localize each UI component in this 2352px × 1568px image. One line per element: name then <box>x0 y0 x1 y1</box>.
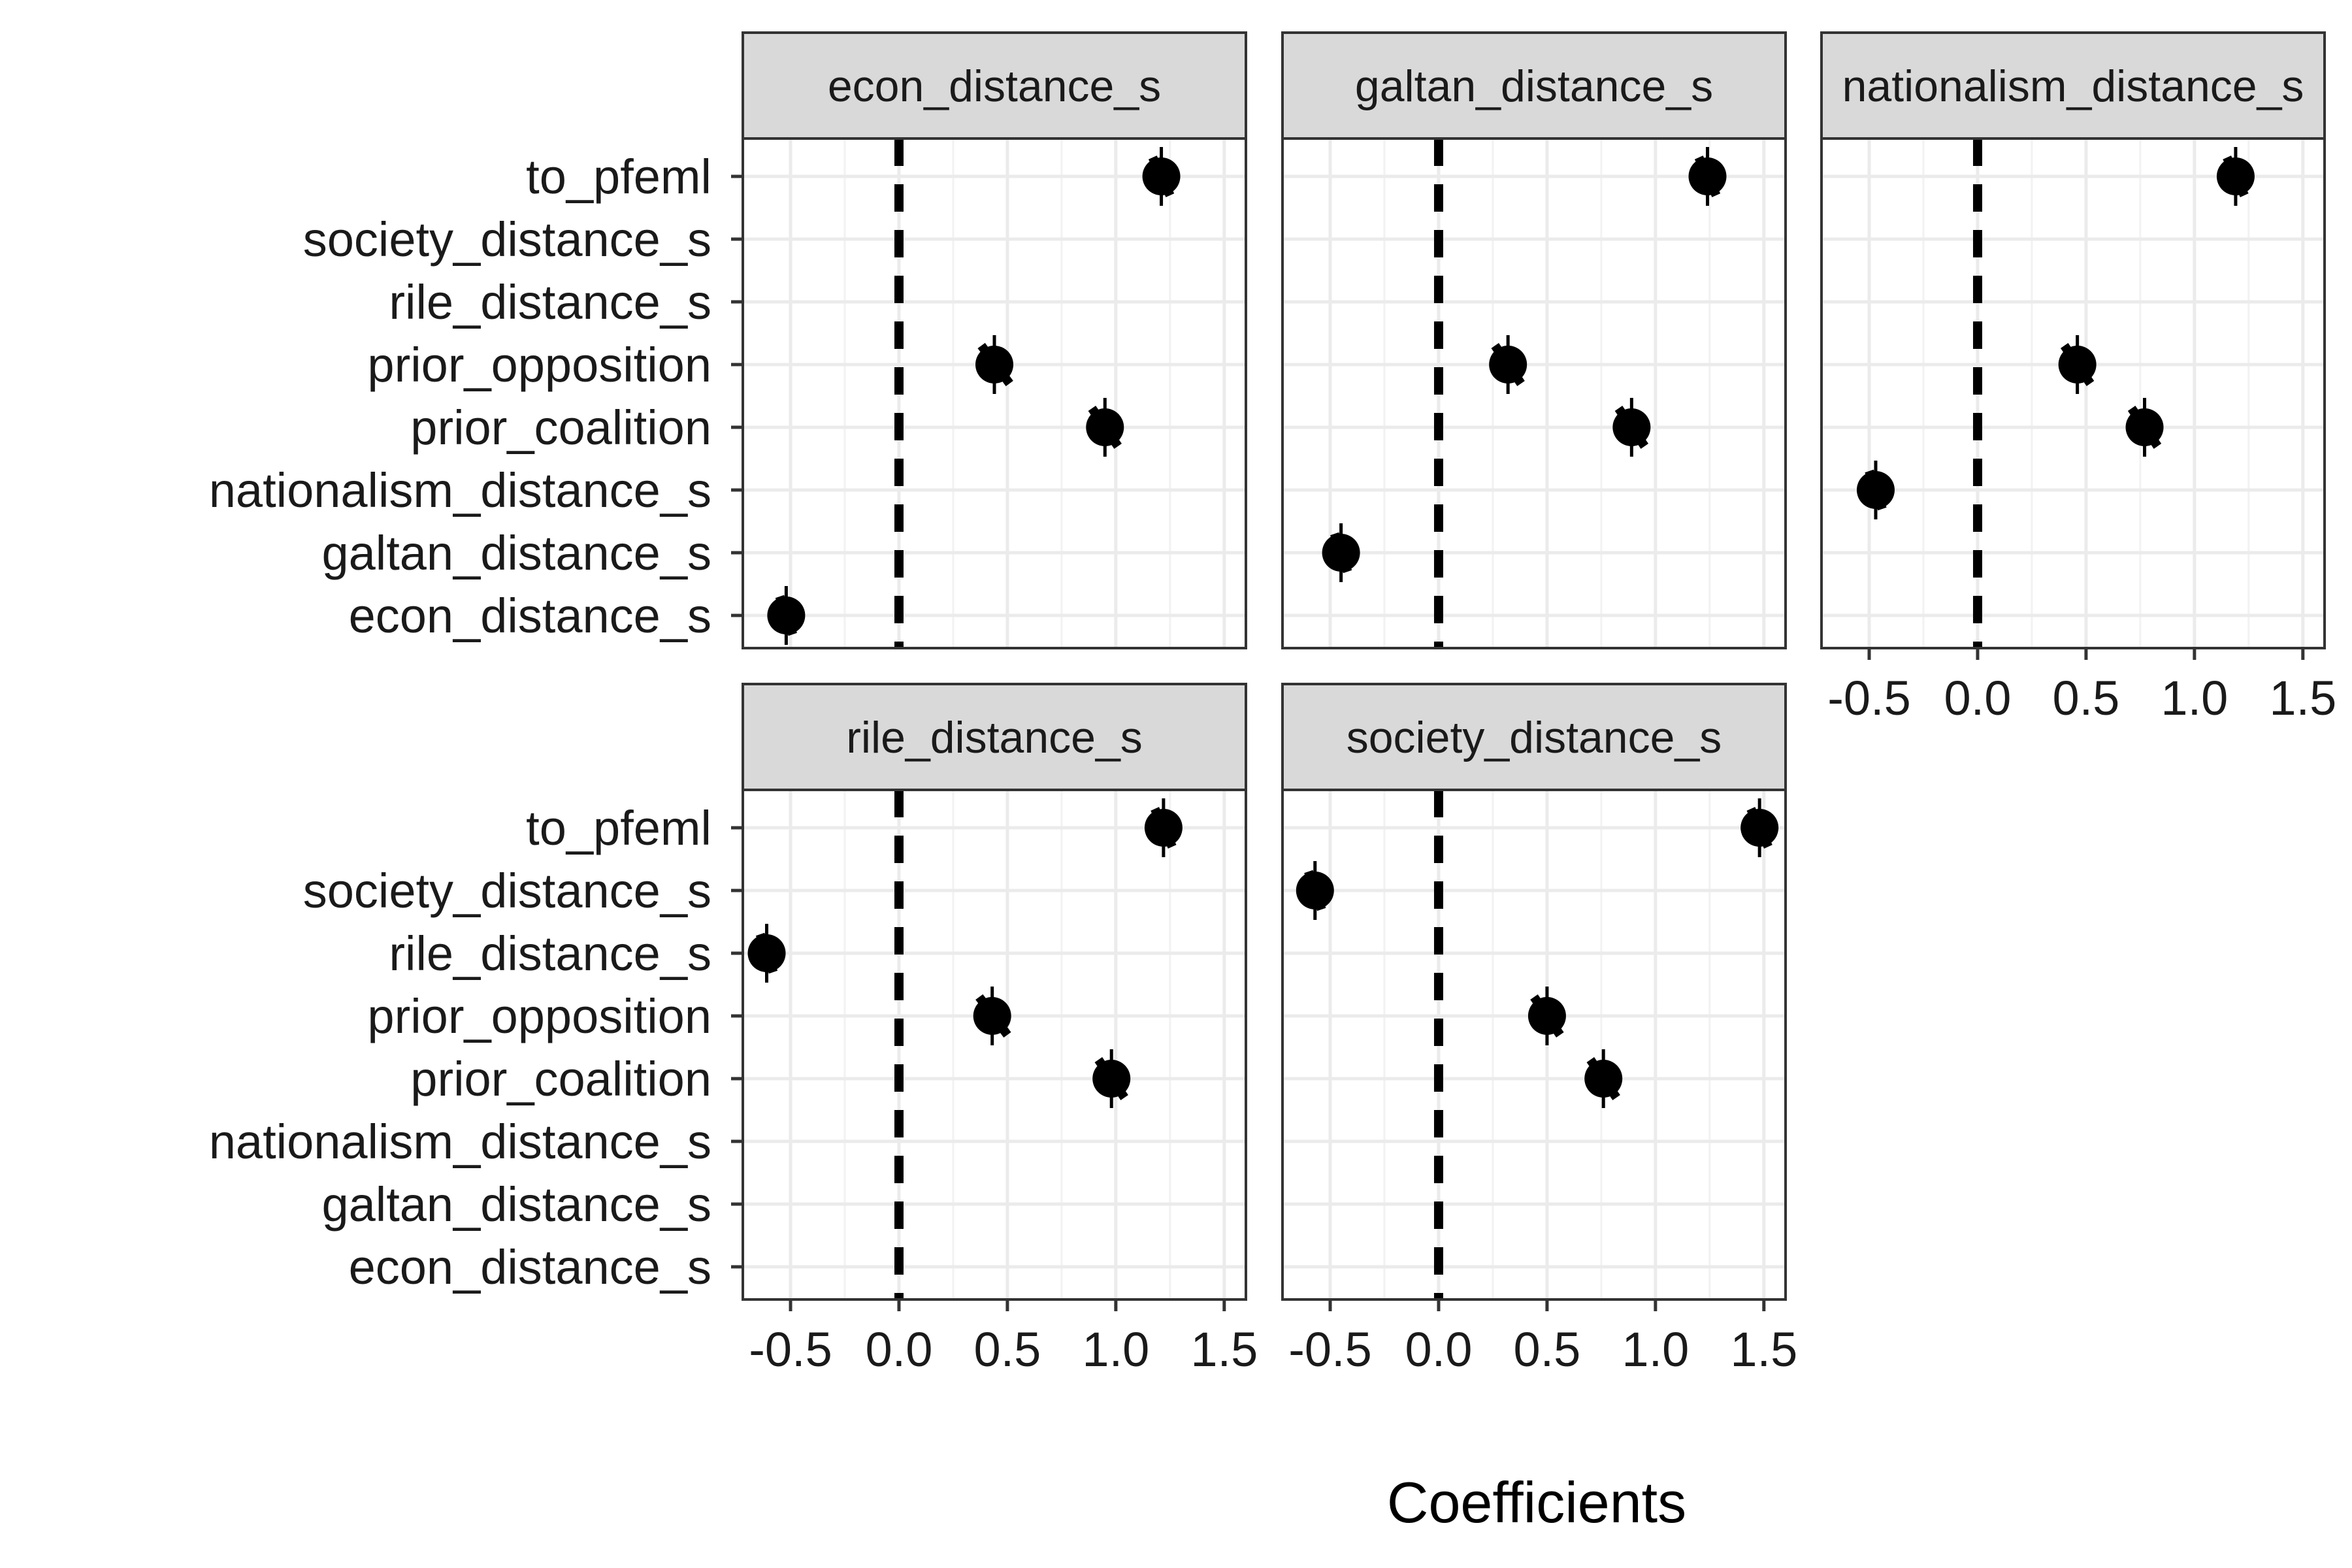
facet-strip <box>742 683 1247 791</box>
estimate-point <box>1086 408 1124 446</box>
x-tick-label: -0.5 <box>1288 1322 1372 1377</box>
x-tick-label: -0.5 <box>1827 671 1911 725</box>
panel-border <box>1820 137 2326 649</box>
y-tick-label: econ_distance_s <box>349 589 711 643</box>
x-tick-label: 1.0 <box>2161 671 2228 725</box>
facet-panel-1: galtan_distance_s <box>1281 31 1787 649</box>
x-tick-label: 0.5 <box>2052 671 2119 725</box>
estimate-point <box>1584 1060 1623 1098</box>
y-tick-label: prior_opposition <box>367 338 711 392</box>
y-tick-label: nationalism_distance_s <box>209 1115 711 1169</box>
estimate-point <box>1092 1060 1131 1098</box>
x-tick-label: 0.0 <box>1405 1322 1473 1377</box>
facet-panel-2: nationalism_distance_s -0.5 0.0 0.5 1.0 1.5 <box>1820 31 2336 725</box>
y-tick-label: econ_distance_s <box>349 1240 711 1294</box>
panel-border <box>1281 789 1787 1301</box>
x-tick-label: 0.5 <box>973 1322 1041 1377</box>
plot-background <box>1282 790 1786 1299</box>
x-tick-label: -0.5 <box>749 1322 832 1377</box>
estimate-point <box>1856 471 1895 509</box>
y-tick-label: prior_coalition <box>410 400 711 455</box>
x-tick-label: 0.5 <box>1513 1322 1580 1377</box>
facet-title: rile_distance_s <box>846 713 1143 762</box>
facet-strip <box>1281 683 1787 791</box>
estimate-point <box>975 346 1013 384</box>
y-tick-label: society_distance_s <box>303 864 711 918</box>
estimate-point <box>1688 157 1727 195</box>
estimate-point <box>973 997 1011 1035</box>
estimate-point <box>1612 408 1651 446</box>
facet-title: econ_distance_s <box>828 61 1161 111</box>
y-tick-label: to_pfeml <box>526 801 711 855</box>
x-tick-label: 1.5 <box>1190 1322 1258 1377</box>
y-tick-label: society_distance_s <box>303 212 711 267</box>
plot-background <box>1821 139 2325 648</box>
estimate-point <box>767 596 806 634</box>
panel-border <box>742 789 1247 1301</box>
estimate-point <box>1489 346 1527 384</box>
panel-border <box>742 137 1247 649</box>
estimate-point <box>747 934 786 972</box>
y-tick-label: rile_distance_s <box>389 275 711 329</box>
estimate-point <box>1740 809 1779 847</box>
estimate-point <box>2058 346 2097 384</box>
y-tick-label: nationalism_distance_s <box>209 463 711 517</box>
x-tick-label: 1.5 <box>1730 1322 1797 1377</box>
plot-background <box>743 790 1246 1299</box>
facet-strip <box>742 31 1247 140</box>
estimate-point <box>1527 997 1566 1035</box>
estimate-point <box>1322 534 1360 572</box>
y-tick-label: prior_coalition <box>410 1052 711 1106</box>
plot-background <box>1282 139 1786 648</box>
facet-panel-4: society_distance_s -0.5 0.0 0.5 1.0 1.5 <box>1281 683 1797 1377</box>
estimate-point <box>2216 157 2255 195</box>
estimate-point <box>1144 809 1183 847</box>
y-tick-label: galtan_distance_s <box>321 1177 711 1232</box>
y-tick-label: galtan_distance_s <box>321 526 711 580</box>
facet-title: nationalism_distance_s <box>1842 61 2304 111</box>
y-tick-label: rile_distance_s <box>389 926 711 981</box>
x-tick-label: 1.5 <box>2269 671 2336 725</box>
x-tick-label: 0.0 <box>1944 671 2012 725</box>
x-tick-label: 1.0 <box>1622 1322 1689 1377</box>
estimate-point <box>1142 157 1181 195</box>
x-tick-label: 1.0 <box>1082 1322 1149 1377</box>
facet-panel-3: rile_distance_s to_pfeml society_distance_… <box>209 683 1258 1377</box>
facet-strip <box>1820 31 2326 140</box>
y-tick-label: prior_opposition <box>367 989 711 1043</box>
estimate-point <box>1296 872 1334 909</box>
x-axis-title: Coefficients <box>1387 1470 1686 1535</box>
facet-panel-0: econ_distance_s to_pfeml society_distance_… <box>209 31 1247 649</box>
facet-title: galtan_distance_s <box>1355 61 1713 111</box>
facet-title: society_distance_s <box>1347 713 1722 762</box>
estimate-point <box>2125 408 2164 446</box>
panel-border <box>1281 137 1787 649</box>
y-tick-label: to_pfeml <box>526 150 711 204</box>
facet-strip <box>1281 31 1787 140</box>
x-tick-label: 0.0 <box>866 1322 933 1377</box>
